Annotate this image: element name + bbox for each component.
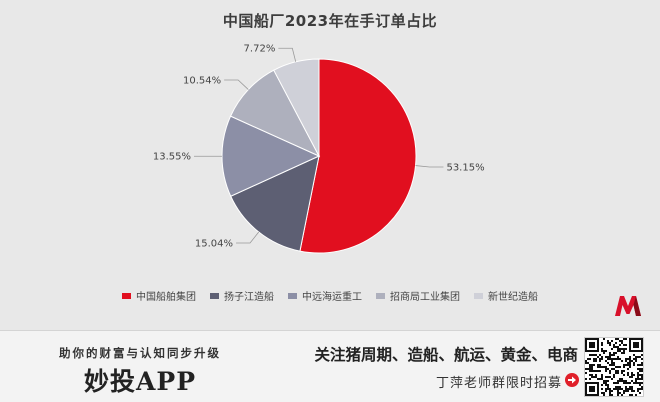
- pie-slices: [222, 59, 416, 253]
- legend-label: 中远海运重工: [302, 288, 362, 303]
- legend-swatch: [288, 293, 297, 299]
- legend-label: 扬子江造船: [224, 288, 274, 303]
- slice-label: 7.72%: [244, 44, 276, 55]
- slice-label: 15.04%: [195, 238, 233, 249]
- slice-label: 10.54%: [183, 75, 221, 86]
- qr-code-icon[interactable]: [584, 337, 644, 397]
- legend-swatch: [210, 293, 219, 299]
- slice-label: 13.55%: [153, 152, 191, 163]
- legend-label: 招商局工业集团: [390, 288, 460, 303]
- recruit-link[interactable]: 丁萍老师群限时招募: [340, 372, 562, 391]
- leader-line: [416, 166, 444, 167]
- leader-line: [236, 232, 259, 243]
- legend-swatch: [376, 293, 385, 299]
- legend-item: 中远海运重工: [288, 288, 362, 303]
- banner-slogan: 助你的财富与认知同步升级: [40, 345, 240, 361]
- legend-item: 扬子江造船: [210, 288, 274, 303]
- chart-area: 中国船厂2023年在手订单占比 53.15%15.04%13.55%10.54%…: [0, 0, 660, 330]
- legend-swatch: [122, 293, 131, 299]
- leader-line: [224, 80, 248, 90]
- app-name[interactable]: 妙投APP: [40, 362, 240, 398]
- legend-item: 招商局工业集团: [376, 288, 460, 303]
- legend-swatch: [474, 293, 483, 299]
- promo-banner: 助你的财富与认知同步升级 妙投APP 关注猪周期、造船、航运、黄金、电商 丁萍老…: [0, 330, 660, 402]
- leader-line: [278, 48, 295, 62]
- slice-label: 53.15%: [446, 162, 484, 173]
- banner-topics: 关注猪周期、造船、航运、黄金、电商: [258, 343, 578, 365]
- legend: 中国船舶集团 扬子江造船 中远海运重工 招商局工业集团 新世纪造船: [0, 288, 660, 303]
- legend-label: 新世纪造船: [488, 288, 538, 303]
- legend-item: 新世纪造船: [474, 288, 538, 303]
- pie-chart: 53.15% 15.04% 13.55% 10.54% 7.72%: [0, 0, 660, 330]
- m-logo-icon: [612, 290, 644, 322]
- legend-item: 中国船舶集团: [122, 288, 196, 303]
- arrow-right-icon[interactable]: [565, 373, 579, 387]
- legend-label: 中国船舶集团: [136, 288, 196, 303]
